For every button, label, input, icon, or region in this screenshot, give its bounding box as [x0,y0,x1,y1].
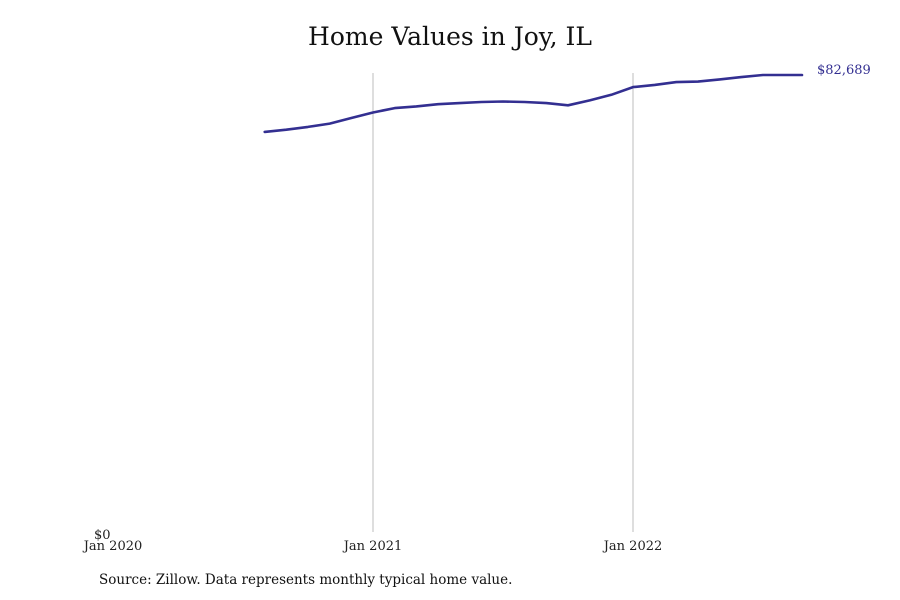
chart-title: Home Values in Joy, IL [308,22,592,51]
y-tick-label: $0 [94,528,111,543]
x-tick-label: Jan 2022 [602,539,663,554]
source-note: Source: Zillow. Data represents monthly … [99,572,513,588]
axis-layer: Jan 2020 Jan 2021 Jan 2022 $0 [82,528,663,554]
series-line [263,73,804,134]
x-tick-label: Jan 2020 [82,539,143,554]
x-tick-label: Jan 2021 [342,539,403,554]
series-layer [263,73,804,134]
grid-layer [372,73,634,532]
end-value-label: $82,689 [817,63,871,78]
label-layer: $82,689 [817,63,871,78]
